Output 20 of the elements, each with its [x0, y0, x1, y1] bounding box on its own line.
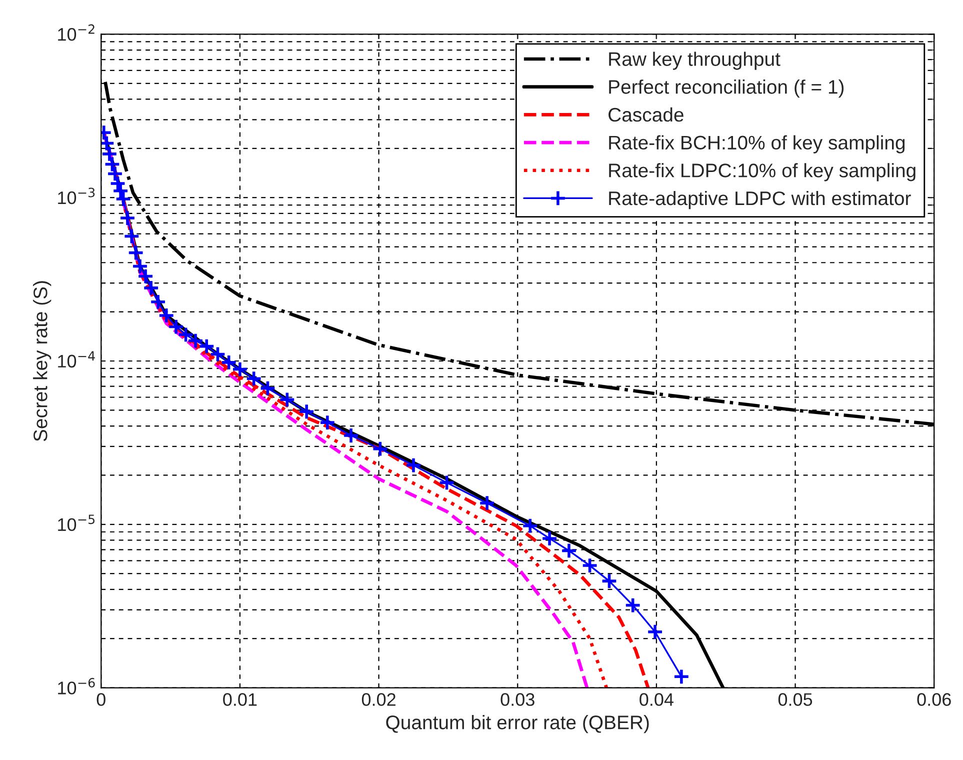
x-tick-label: 0	[96, 693, 106, 706]
y-tick-label: 10$^{−4}$	[58, 351, 95, 368]
x-axis-title: Quantum bit error rate (QBER)	[386, 715, 649, 734]
y-axis-title: Secret key rate (S)	[33, 281, 52, 442]
legend-label: Perfect reconciliation (f = 1)	[609, 80, 844, 98]
x-tick-label: 0.01	[223, 693, 257, 706]
x-tick-label: 0.06	[917, 693, 951, 706]
y-tick-label: 10$^{−3}$	[58, 188, 95, 204]
x-tick-label: 0.02	[362, 693, 396, 706]
y-tick-label: 10$^{−2}$	[58, 24, 94, 41]
legend-label: Rate-adaptive LDPC with estimator	[609, 190, 911, 210]
legend-label: Rate-fix BCH:10% of key sampling	[609, 135, 905, 154]
x-tick-label: 0.05	[778, 693, 812, 706]
y-tick-label: 10$^{−6}$	[58, 678, 95, 694]
x-tick-label: 0.03	[500, 693, 534, 706]
legend-label: Raw key throughput	[609, 52, 780, 70]
x-tick-label: 0.04	[640, 693, 674, 706]
y-tick-label: 10$^{−5}$	[58, 514, 94, 531]
legend-label: Rate-fix LDPC:10% of key sampling	[609, 163, 916, 182]
legend-label: Cascade	[608, 107, 684, 122]
